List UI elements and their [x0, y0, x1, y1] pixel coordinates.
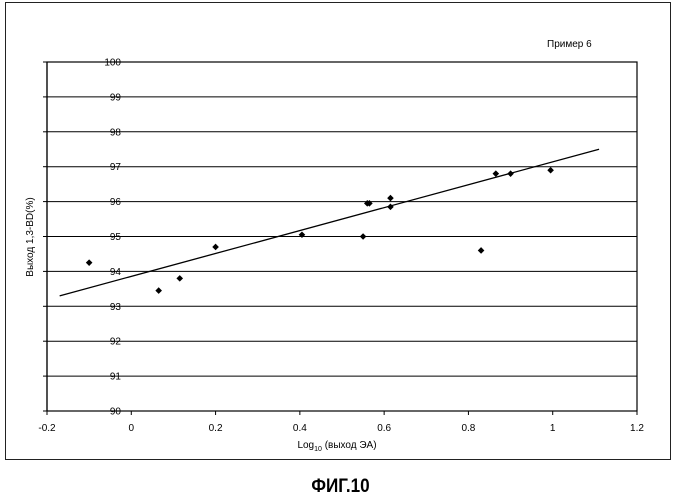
y-tick-label: 90 — [110, 407, 122, 418]
x-tick-label: -0.2 — [38, 423, 56, 434]
x-tick-label: 1.2 — [630, 423, 644, 434]
trendline-group — [60, 149, 599, 296]
chart-note: Пример 6 — [547, 39, 592, 50]
y-tick-label: 92 — [110, 337, 122, 348]
x-tick-label: 0.4 — [293, 423, 307, 434]
data-point — [387, 195, 394, 202]
x-tick-label: 0.6 — [377, 423, 391, 434]
y-tick-labels: 90 91 92 93 94 95 96 97 98 99 100 — [104, 58, 121, 418]
x-axis-title: Log10 (выход ЭА) — [297, 440, 376, 453]
y-tick-label: 97 — [110, 162, 122, 173]
data-point — [360, 233, 367, 240]
x-tick-label: 0 — [129, 423, 135, 434]
x-axis-title-rest: (выход ЭА) — [322, 440, 377, 451]
grid-lines — [43, 62, 637, 415]
data-point — [86, 259, 93, 266]
y-axis-title: Выход 1,3-BD(%) — [25, 197, 36, 276]
y-tick-label: 94 — [110, 267, 122, 278]
y-tick-label: 91 — [110, 372, 122, 383]
y-tick-label: 100 — [104, 58, 121, 69]
data-point — [507, 170, 514, 177]
data-point — [155, 287, 162, 294]
data-point — [176, 275, 183, 282]
x-axis-title-main: Log — [297, 440, 314, 451]
x-tick-labels: -0.2 0 0.2 0.4 0.6 0.8 1 1.2 — [38, 423, 644, 434]
trendline — [60, 149, 599, 296]
x-tick-label: 0.8 — [461, 423, 475, 434]
y-tick-label: 96 — [110, 197, 122, 208]
x-tick-label: 0.2 — [209, 423, 223, 434]
data-point — [478, 247, 485, 254]
y-tick-label: 93 — [110, 302, 122, 313]
x-tick-label: 1 — [550, 423, 556, 434]
y-tick-label: 99 — [110, 92, 122, 103]
figure-caption: ФИГ.10 — [34, 476, 647, 498]
data-point — [493, 170, 500, 177]
y-tick-label: 98 — [110, 127, 122, 138]
data-point — [212, 244, 219, 251]
y-tick-label: 95 — [110, 232, 122, 243]
data-point — [387, 204, 394, 211]
data-point — [547, 167, 554, 174]
x-axis-title-subscript: 10 — [314, 446, 322, 453]
data-point — [299, 231, 306, 238]
data-points — [86, 167, 554, 294]
